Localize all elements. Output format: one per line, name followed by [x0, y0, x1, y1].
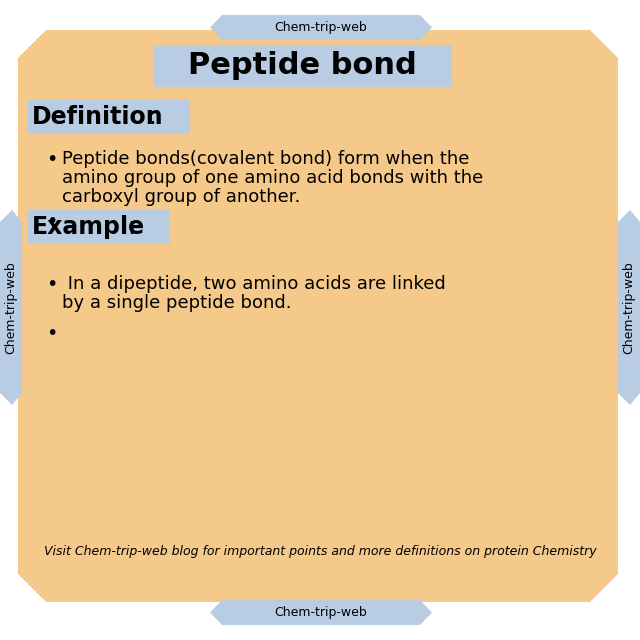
Text: Chem-trip-web: Chem-trip-web — [4, 261, 17, 354]
Polygon shape — [618, 210, 640, 405]
Text: Chem-trip-web: Chem-trip-web — [623, 261, 636, 354]
Text: Example: Example — [32, 215, 145, 239]
FancyBboxPatch shape — [153, 45, 452, 87]
FancyBboxPatch shape — [28, 100, 190, 134]
Text: :: : — [148, 105, 156, 129]
Text: Chem-trip-web: Chem-trip-web — [275, 21, 367, 34]
Polygon shape — [210, 15, 432, 40]
Text: •: • — [46, 324, 58, 343]
Text: Definition: Definition — [32, 105, 164, 129]
Text: Peptide bonds(covalent bond) form when the: Peptide bonds(covalent bond) form when t… — [62, 150, 469, 168]
Text: Peptide bond: Peptide bond — [188, 51, 417, 81]
Polygon shape — [210, 600, 432, 625]
Text: by a single peptide bond.: by a single peptide bond. — [62, 294, 291, 312]
Polygon shape — [18, 30, 618, 602]
Text: •: • — [46, 212, 58, 231]
Text: In a dipeptide, two amino acids are linked: In a dipeptide, two amino acids are link… — [62, 275, 445, 293]
Text: •: • — [46, 150, 58, 169]
Text: •: • — [46, 275, 58, 294]
Polygon shape — [0, 210, 22, 405]
Text: carboxyl group of another.: carboxyl group of another. — [62, 188, 300, 206]
Text: Visit Chem-trip-web blog for important points and more definitions on protein Ch: Visit Chem-trip-web blog for important p… — [44, 545, 596, 559]
Text: Chem-trip-web: Chem-trip-web — [275, 606, 367, 619]
Text: :: : — [127, 215, 135, 239]
FancyBboxPatch shape — [28, 210, 170, 244]
Text: amino group of one amino acid bonds with the: amino group of one amino acid bonds with… — [62, 169, 483, 187]
